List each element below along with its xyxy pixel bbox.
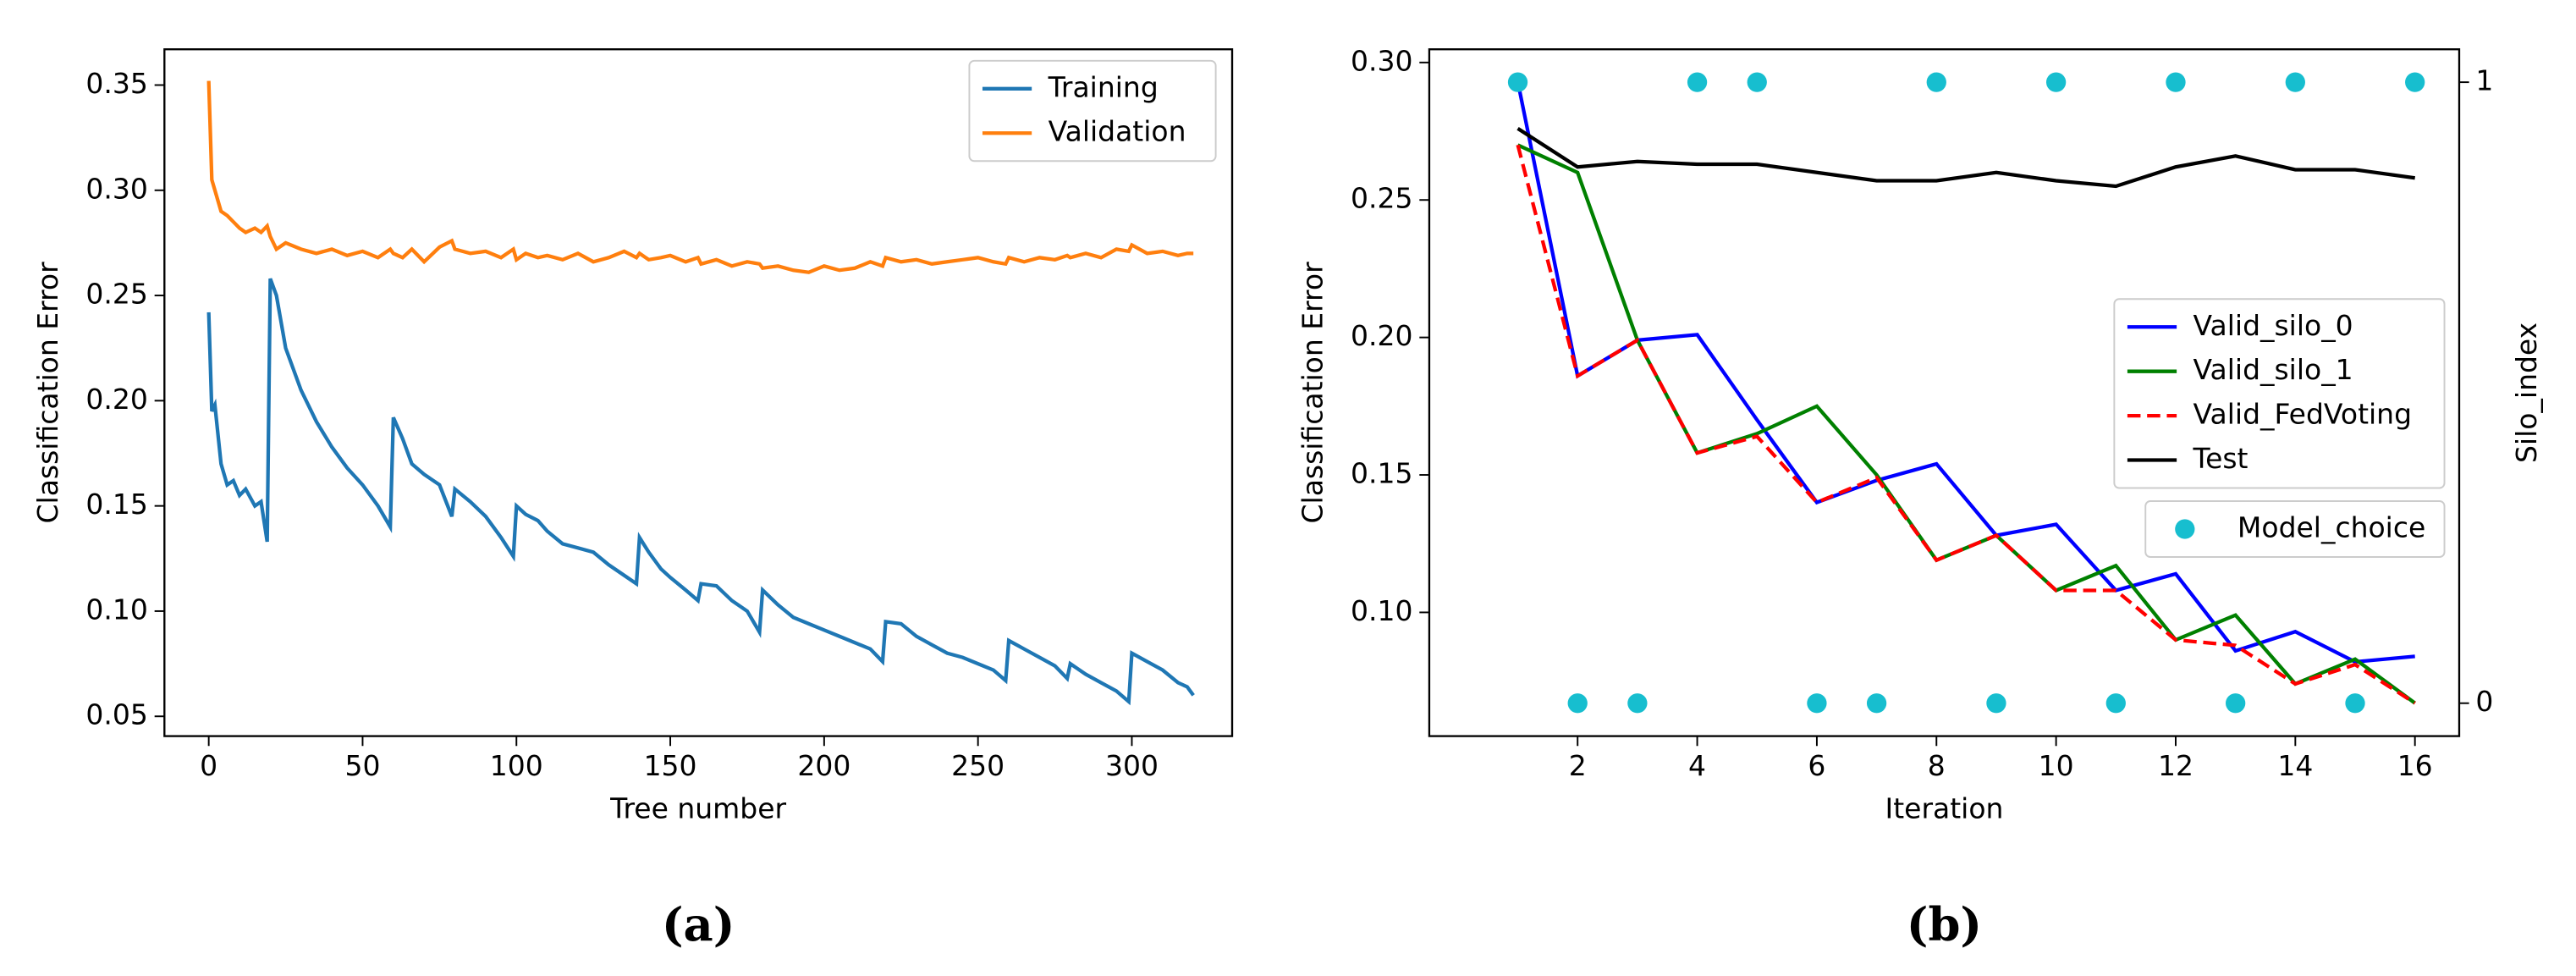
y-tick-label: 0.15 — [85, 488, 147, 521]
scatter-point — [2405, 72, 2425, 92]
x-tick-label: 4 — [1688, 749, 1706, 782]
legend-label: Valid_silo_0 — [2193, 309, 2353, 342]
x-tick-label: 250 — [951, 749, 1005, 782]
scatter-point — [1866, 693, 1887, 714]
x-tick-label: 200 — [797, 749, 850, 782]
scatter-point — [1567, 693, 1588, 714]
legend-marker — [2175, 519, 2195, 539]
legend-label: Model_choice — [2237, 511, 2425, 544]
scatter-point — [2045, 72, 2067, 92]
scatter-point — [1986, 693, 2006, 714]
legend-box — [2144, 500, 2446, 558]
x-tick-label: 0 — [200, 749, 217, 782]
scatter-point — [1507, 72, 1528, 92]
legend-box — [2113, 298, 2446, 489]
scatter-point — [2345, 693, 2365, 714]
x-tick-label: 6 — [1808, 749, 1825, 782]
y-axis-label: Classification Error — [1296, 262, 1329, 524]
scatter-point — [1747, 72, 1767, 92]
y2-tick-label: 1 — [2475, 64, 2493, 97]
y-tick-label: 0.05 — [85, 698, 147, 731]
plot-frame — [163, 48, 1234, 737]
y-tick-label: 0.10 — [85, 593, 147, 626]
x-tick-label: 16 — [2397, 749, 2433, 782]
y-tick-label: 0.25 — [85, 278, 147, 311]
x-tick-label: 14 — [2277, 749, 2313, 782]
series-line — [1516, 144, 2416, 705]
scatter-point — [1627, 693, 1648, 714]
x-axis-label: Iteration — [1885, 791, 2003, 824]
scatter-point — [2226, 693, 2246, 714]
x-tick-label: 8 — [1928, 749, 1946, 782]
y2-axis-label: Silo_index — [2510, 323, 2543, 463]
y-tick-label: 0.30 — [85, 172, 147, 205]
legend-box — [968, 59, 1217, 163]
y-tick-label: 0.25 — [1351, 182, 1412, 215]
scatter-point — [1687, 72, 1708, 92]
x-tick-label: 300 — [1105, 749, 1159, 782]
series-line — [1516, 81, 2415, 664]
legend-label: Test — [2193, 442, 2248, 475]
x-tick-label: 100 — [490, 749, 543, 782]
scatter-point — [1807, 693, 1827, 714]
y-axis-label: Classification Error — [31, 262, 64, 524]
caption: (a) — [662, 897, 735, 951]
x-axis-label: Tree number — [609, 791, 786, 824]
legend-label: Training — [1048, 70, 1159, 103]
y-tick-label: 0.10 — [1351, 594, 1412, 627]
scatter-point — [2285, 72, 2305, 92]
y-tick-label: 0.30 — [1351, 44, 1412, 77]
x-tick-label: 150 — [644, 749, 697, 782]
scatter-point — [1926, 72, 1946, 92]
x-tick-label: 12 — [2158, 749, 2193, 782]
y-tick-label: 0.20 — [85, 383, 147, 416]
legend-label: Validation — [1049, 115, 1186, 148]
scatter-point — [2166, 72, 2186, 92]
y2-tick-label: 0 — [2475, 685, 2493, 718]
y-tick-label: 0.20 — [1351, 319, 1412, 352]
series-line — [206, 278, 1195, 706]
caption: (b) — [1907, 897, 1982, 951]
x-tick-label: 10 — [2039, 749, 2074, 782]
x-tick-label: 2 — [1569, 749, 1587, 782]
y-tick-label: 0.15 — [1351, 457, 1412, 490]
series-line — [1516, 126, 2415, 189]
series-line — [206, 80, 1194, 274]
series-line — [1516, 143, 2416, 705]
y-tick-label: 0.35 — [85, 67, 147, 100]
x-tick-label: 50 — [344, 749, 380, 782]
legend-label: Valid_FedVoting — [2193, 398, 2413, 431]
plot-frame — [1428, 48, 2461, 737]
legend-label: Valid_silo_1 — [2193, 353, 2353, 386]
scatter-point — [2105, 693, 2126, 714]
